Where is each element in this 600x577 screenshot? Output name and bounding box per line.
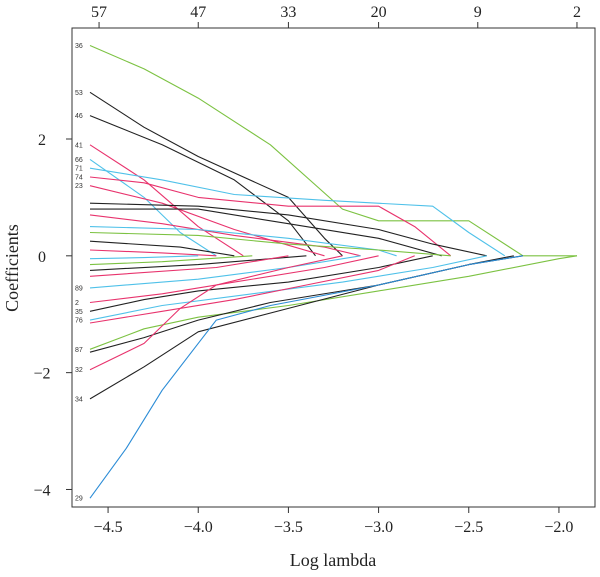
plot-frame xyxy=(71,27,596,508)
x-tick-label-0: −4.5 xyxy=(94,519,123,536)
y-tick-label-0: −4 xyxy=(33,482,50,499)
var-label-2: 46 xyxy=(75,113,83,120)
top-tick-label-2: 33 xyxy=(280,4,296,21)
coef-path-15 xyxy=(89,255,199,260)
x-axis: −4.5 −4.0 −3.5 −3.0 −2.5 −2.0 xyxy=(94,507,573,536)
x-tick-label-2: −3.5 xyxy=(274,519,303,536)
x-tick-label-3: −3.0 xyxy=(364,519,393,536)
coef-path-24 xyxy=(89,255,578,350)
top-tick-label-1: 47 xyxy=(190,4,206,21)
coef-path-28 xyxy=(89,255,523,499)
coef-path-2 xyxy=(89,115,316,257)
y-tick-label-2: 0 xyxy=(38,249,46,266)
coef-path-12 xyxy=(89,231,451,257)
coef-path-8 xyxy=(89,202,487,257)
coef-path-7 xyxy=(89,185,325,257)
var-label-4: 66 xyxy=(75,157,83,164)
coef-path-13 xyxy=(89,240,235,257)
y-tick-label-3: 2 xyxy=(38,132,46,149)
coef-path-11 xyxy=(89,226,397,257)
var-label-27: 34 xyxy=(75,396,83,403)
var-label-5: 71 xyxy=(75,166,83,173)
y-tick-label-1: −2 xyxy=(33,366,50,383)
series-layer xyxy=(89,44,578,499)
y-axis: −4 −2 0 2 xyxy=(33,132,72,499)
coef-path-6 xyxy=(89,176,452,257)
coef-path-4 xyxy=(89,158,217,257)
coef-path-1 xyxy=(89,91,343,257)
var-label-6: 74 xyxy=(75,174,83,181)
coef-path-23 xyxy=(89,255,415,324)
coef-path-19 xyxy=(89,255,361,289)
coef-path-27 xyxy=(89,255,514,400)
top-tick-label-0: 57 xyxy=(91,4,107,21)
var-label-19: 89 xyxy=(75,285,83,292)
coef-path-5 xyxy=(89,167,506,257)
coef-path-14 xyxy=(89,249,217,257)
x-tick-label-5: −2.0 xyxy=(544,519,573,536)
var-label-26: 32 xyxy=(75,367,83,374)
coef-path-22 xyxy=(89,255,487,321)
coef-path-10 xyxy=(89,214,361,257)
y-axis-label: Coefficients xyxy=(2,224,22,312)
coef-path-20 xyxy=(89,255,379,304)
var-label-3: 41 xyxy=(75,142,83,149)
top-axis: 57 47 33 20 9 2 xyxy=(91,4,581,28)
var-label-21: 35 xyxy=(75,309,83,316)
coef-path-21 xyxy=(89,255,433,312)
var-label-22: 76 xyxy=(75,318,83,325)
var-label-1: 53 xyxy=(75,90,83,97)
top-tick-label-3: 20 xyxy=(371,4,387,21)
coef-path-18 xyxy=(89,255,289,277)
var-label-28: 29 xyxy=(75,496,83,503)
coef-path-26 xyxy=(89,255,343,371)
coef-path-9 xyxy=(90,208,442,257)
x-tick-label-4: −2.5 xyxy=(454,519,483,536)
coef-path-0 xyxy=(89,44,577,257)
x-tick-label-1: −4.0 xyxy=(184,519,213,536)
var-label-20: 2 xyxy=(75,300,79,307)
var-label-0: 36 xyxy=(75,43,83,50)
coef-path-3 xyxy=(89,144,244,257)
x-axis-label: Log lambda xyxy=(290,550,376,570)
top-tick-label-4: 9 xyxy=(474,4,482,21)
var-label-7: 23 xyxy=(75,183,83,190)
coef-path-16 xyxy=(89,255,253,266)
var-label-24: 87 xyxy=(75,347,83,354)
top-tick-label-5: 2 xyxy=(573,4,581,21)
